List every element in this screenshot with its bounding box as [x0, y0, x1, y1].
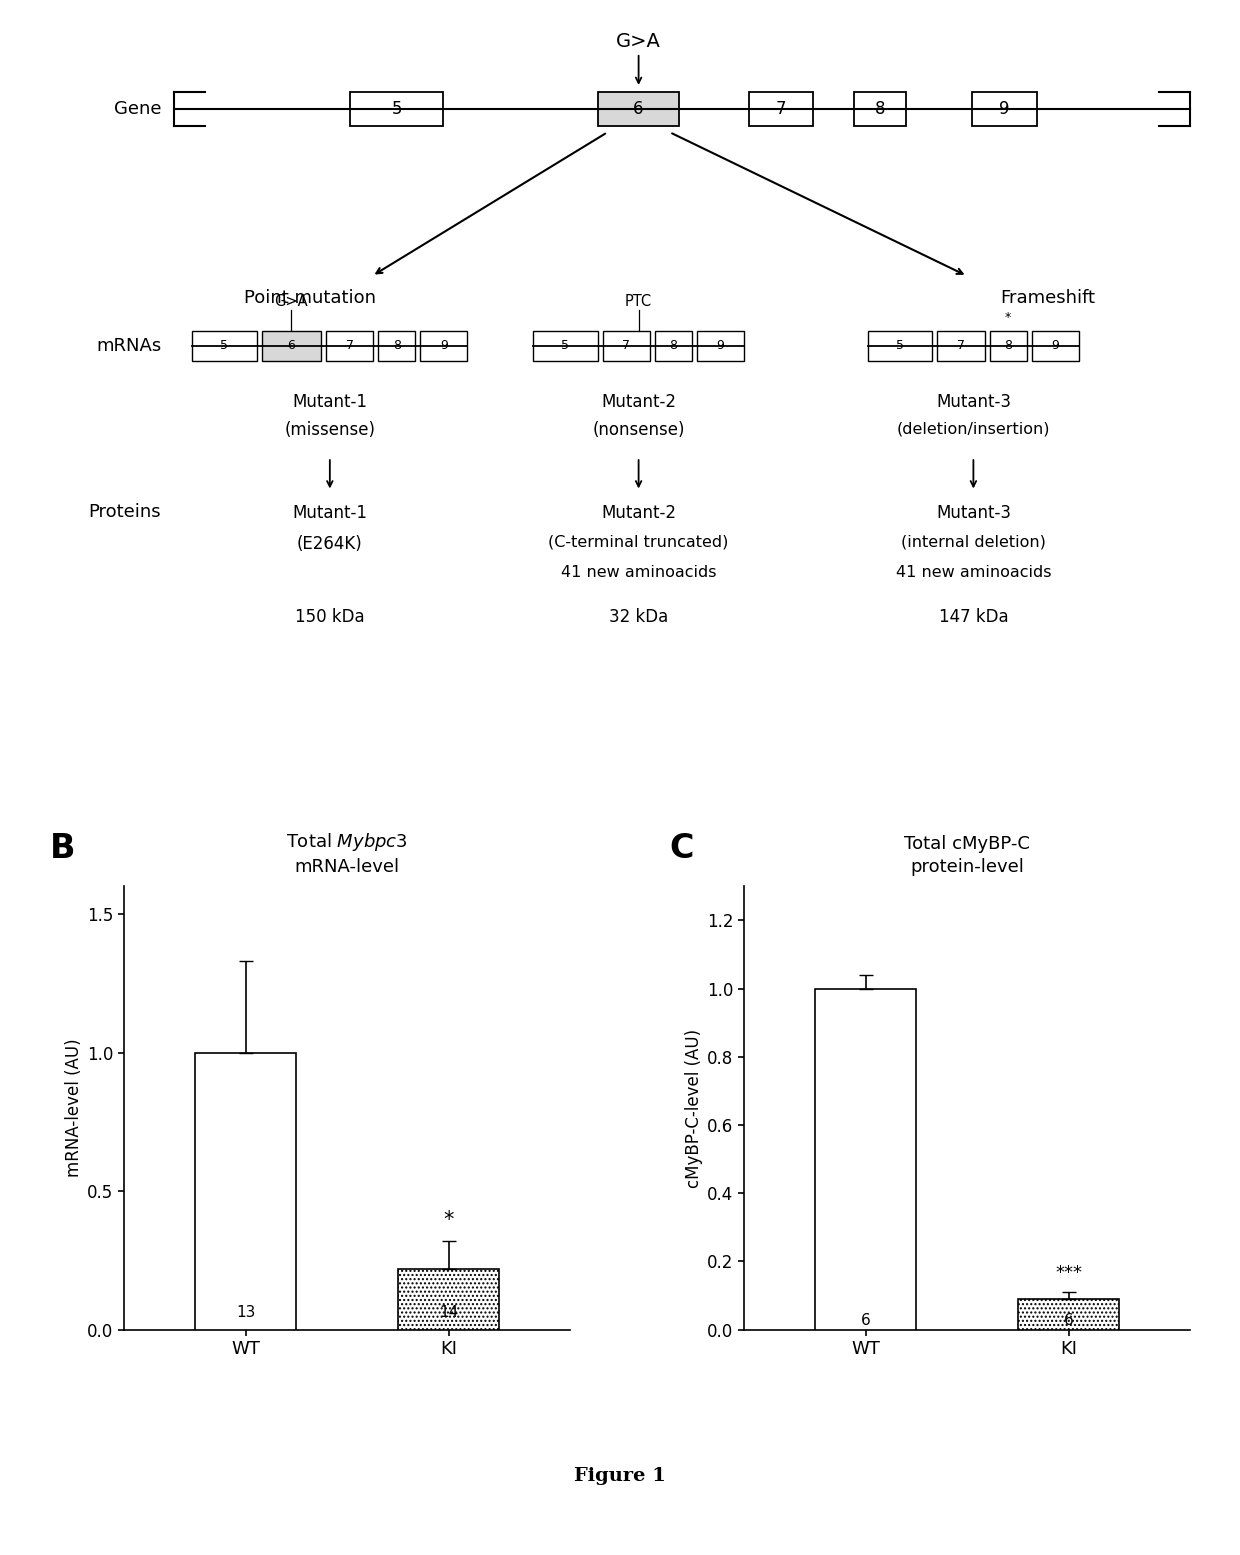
Bar [195, 1053, 296, 1330]
Text: 147 kDa: 147 kDa [939, 608, 1008, 627]
Text: 5: 5 [897, 339, 904, 353]
Text: PTC: PTC [625, 294, 652, 308]
Text: B: B [50, 832, 76, 865]
Text: 6: 6 [288, 339, 295, 353]
Text: Mutant-1: Mutant-1 [293, 504, 367, 522]
FancyBboxPatch shape [1032, 331, 1079, 361]
Text: 8: 8 [670, 339, 677, 353]
Text: G>A: G>A [274, 294, 309, 308]
FancyBboxPatch shape [351, 92, 444, 126]
Text: Mutant-2: Mutant-2 [601, 393, 676, 411]
Text: G>A: G>A [616, 31, 661, 50]
Text: C: C [670, 832, 694, 865]
Text: 8: 8 [1004, 339, 1012, 353]
Text: 5: 5 [221, 339, 228, 353]
Text: 6: 6 [861, 1312, 870, 1328]
Text: 150 kDa: 150 kDa [295, 608, 365, 627]
Text: 9: 9 [717, 339, 724, 353]
Text: Point mutation: Point mutation [244, 289, 376, 308]
Y-axis label: cMyBP-C-level (AU): cMyBP-C-level (AU) [684, 1028, 703, 1188]
Text: Mutant-2: Mutant-2 [601, 504, 676, 522]
Text: 7: 7 [346, 339, 353, 353]
FancyBboxPatch shape [697, 331, 744, 361]
Bar [1018, 1298, 1120, 1330]
Text: 7: 7 [622, 339, 630, 353]
Text: Mutant-3: Mutant-3 [936, 393, 1011, 411]
Text: 7: 7 [776, 100, 786, 118]
Y-axis label: mRNA-level (AU): mRNA-level (AU) [64, 1039, 83, 1177]
Title: Total $\it{Mybpc3}$
mRNA-level: Total $\it{Mybpc3}$ mRNA-level [286, 830, 408, 877]
FancyBboxPatch shape [749, 92, 813, 126]
FancyBboxPatch shape [378, 331, 415, 361]
Text: 6: 6 [1064, 1312, 1074, 1328]
Text: *: * [1004, 311, 1012, 325]
FancyBboxPatch shape [420, 331, 467, 361]
FancyBboxPatch shape [937, 331, 985, 361]
FancyBboxPatch shape [599, 92, 680, 126]
Text: 5: 5 [392, 100, 402, 118]
Text: (missense): (missense) [284, 421, 376, 440]
FancyBboxPatch shape [854, 92, 906, 126]
Text: 41 new aminoacids: 41 new aminoacids [895, 566, 1052, 580]
Text: 32 kDa: 32 kDa [609, 608, 668, 627]
Text: 13: 13 [236, 1305, 255, 1320]
Text: 6: 6 [634, 100, 644, 118]
FancyBboxPatch shape [655, 331, 692, 361]
Text: Figure 1: Figure 1 [574, 1466, 666, 1485]
FancyBboxPatch shape [326, 331, 373, 361]
Text: (deletion/insertion): (deletion/insertion) [897, 421, 1050, 437]
Text: 9: 9 [1052, 339, 1059, 353]
Text: 7: 7 [957, 339, 965, 353]
Text: 8: 8 [393, 339, 401, 353]
Text: 9: 9 [999, 100, 1009, 118]
Text: 8: 8 [875, 100, 885, 118]
Text: mRNAs: mRNAs [95, 337, 161, 355]
Text: Proteins: Proteins [88, 502, 161, 521]
Bar [398, 1269, 500, 1330]
Text: 5: 5 [562, 339, 569, 353]
FancyBboxPatch shape [972, 92, 1037, 126]
Text: *: * [444, 1210, 454, 1230]
FancyBboxPatch shape [868, 331, 932, 361]
Text: (C-terminal truncated): (C-terminal truncated) [548, 535, 729, 550]
Text: ***: *** [1055, 1264, 1083, 1281]
Text: (nonsense): (nonsense) [593, 421, 684, 440]
FancyBboxPatch shape [192, 331, 257, 361]
Text: 9: 9 [440, 339, 448, 353]
Text: 41 new aminoacids: 41 new aminoacids [560, 566, 717, 580]
Text: (internal deletion): (internal deletion) [901, 535, 1045, 550]
FancyBboxPatch shape [262, 331, 321, 361]
Bar [815, 989, 916, 1330]
Text: Mutant-1: Mutant-1 [293, 393, 367, 411]
Title: Total cMyBP-C
protein-level: Total cMyBP-C protein-level [904, 835, 1030, 877]
Text: Mutant-3: Mutant-3 [936, 504, 1011, 522]
Text: (E264K): (E264K) [296, 535, 363, 554]
FancyBboxPatch shape [603, 331, 650, 361]
Text: 14: 14 [439, 1305, 459, 1320]
FancyBboxPatch shape [990, 331, 1027, 361]
FancyBboxPatch shape [533, 331, 598, 361]
Text: Frameshift: Frameshift [1001, 289, 1095, 308]
Text: Gene: Gene [114, 100, 161, 118]
